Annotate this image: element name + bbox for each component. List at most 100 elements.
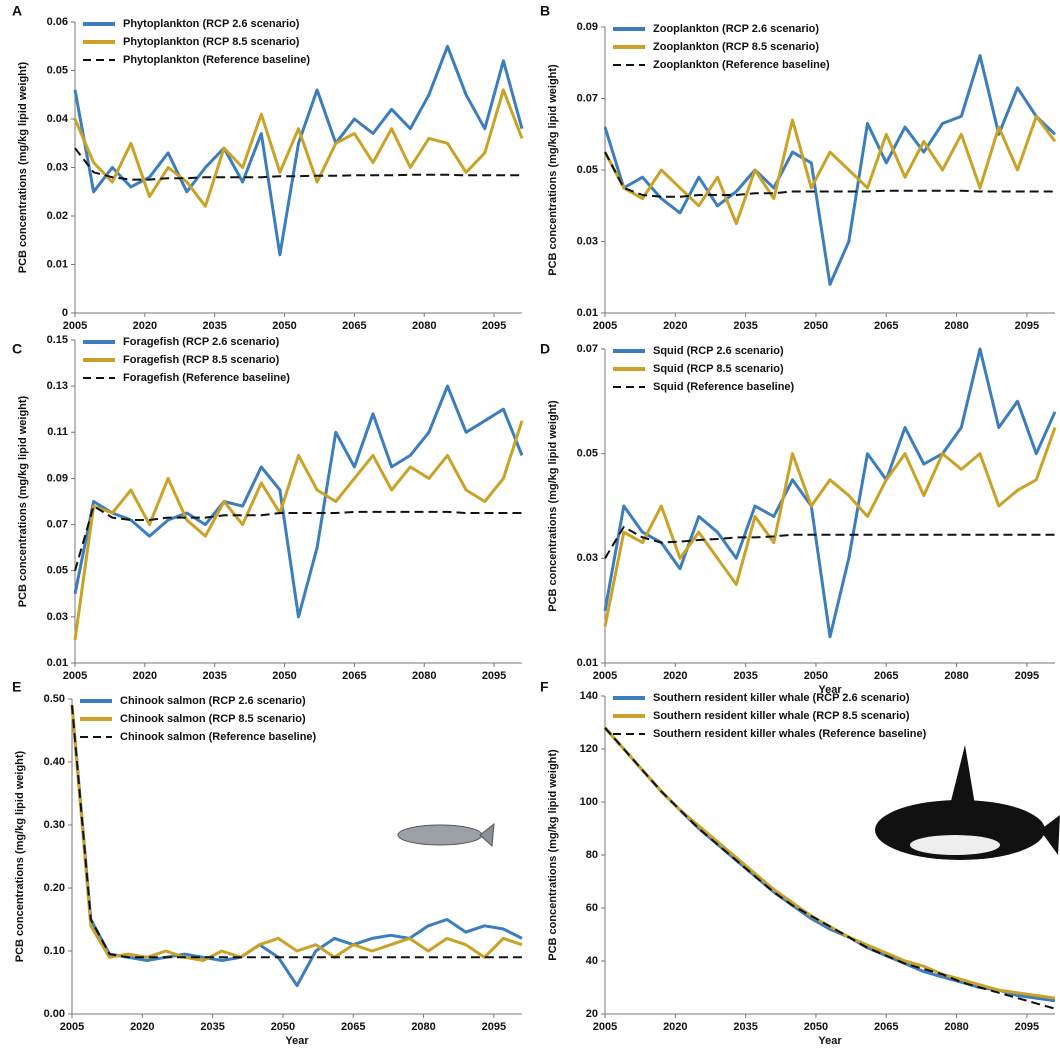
legend-label: Phytoplankton (RCP 8.5 scenario) — [123, 36, 300, 48]
series-line — [603, 426, 1057, 627]
orca-belly — [910, 835, 1000, 855]
legend-label: Squid (RCP 8.5 scenario) — [653, 363, 784, 375]
y-tick-label: 0.09 — [577, 21, 598, 33]
y-tick-label: 0.00 — [44, 1008, 65, 1020]
x-tick-label: 2080 — [412, 320, 436, 332]
x-tick-label: 2095 — [482, 1021, 506, 1033]
x-tick-label: 2050 — [271, 1021, 295, 1033]
y-tick-label: 100 — [580, 796, 598, 808]
salmon-tail — [479, 822, 495, 848]
y-axis-label: PCB concentrations (mg/kg lipid weight) — [14, 750, 26, 962]
x-tick-label: 2020 — [663, 320, 687, 332]
x-tick-label: 2080 — [944, 1021, 968, 1033]
panel-label: C — [12, 341, 22, 357]
y-tick-label: 0.15 — [47, 334, 68, 346]
x-tick-label: 2050 — [804, 1021, 828, 1033]
x-tick-label: 2065 — [342, 670, 366, 682]
x-tick-label: 2005 — [63, 670, 87, 682]
x-tick-label: 2035 — [202, 670, 226, 682]
x-tick-label: 2050 — [804, 670, 828, 682]
legend-label: Squid (Reference baseline) — [653, 381, 795, 393]
y-axis-label: PCB concentrations (mg/kg lipid weight) — [547, 400, 559, 612]
x-tick-label: 2080 — [944, 670, 968, 682]
orca-tail — [1040, 815, 1060, 855]
legend-label: Phytoplankton (Reference baseline) — [123, 54, 310, 66]
y-tick-label: 40 — [586, 955, 598, 967]
x-tick-label: 2005 — [593, 1021, 617, 1033]
y-axis-label: PCB concentrations (mg/kg lipid weight) — [547, 749, 559, 961]
legend-label: Southern resident killer whales (Referen… — [653, 728, 927, 740]
x-tick-label: 2050 — [272, 670, 296, 682]
series-line — [603, 726, 1056, 1000]
legend-label: Zooplankton (RCP 2.6 scenario) — [653, 23, 819, 35]
legend-label: Zooplankton (RCP 8.5 scenario) — [653, 41, 819, 53]
y-tick-label: 0 — [62, 307, 68, 319]
y-tick-label: 0.03 — [47, 161, 68, 173]
x-axis-label: Year — [285, 1035, 309, 1047]
y-tick-label: 0.30 — [44, 819, 65, 831]
x-tick-label: 2035 — [202, 320, 226, 332]
series-line — [70, 705, 523, 988]
x-tick-label: 2005 — [593, 670, 617, 682]
series-line — [604, 151, 1055, 198]
series-line — [74, 147, 522, 181]
y-tick-label: 0.05 — [577, 164, 598, 176]
x-tick-label: 2050 — [272, 320, 296, 332]
y-tick-label: 0.13 — [47, 380, 68, 392]
y-axis-label: PCB concentrations (mg/kg lipid weight) — [17, 61, 29, 273]
y-tick-label: 140 — [580, 690, 598, 702]
y-tick-label: 0.05 — [47, 64, 68, 76]
legend-label: Foragefish (Reference baseline) — [123, 372, 290, 384]
legend-label: Chinook salmon (RCP 8.5 scenario) — [120, 713, 306, 725]
x-tick-label: 2095 — [482, 320, 506, 332]
orca-illustration — [875, 745, 1060, 860]
y-axis-label: PCB concentrations (mg/kg lipid weight) — [547, 64, 559, 276]
y-tick-label: 0.20 — [44, 882, 65, 894]
x-tick-label: 2065 — [874, 320, 898, 332]
x-tick-label: 2020 — [663, 1021, 687, 1033]
orca-fin — [950, 745, 975, 805]
legend-label: Zooplankton (Reference baseline) — [653, 59, 830, 71]
y-tick-label: 0.11 — [47, 426, 68, 438]
y-tick-label: 0.09 — [47, 472, 68, 484]
x-tick-label: 2035 — [200, 1021, 224, 1033]
y-tick-label: 0.40 — [44, 756, 65, 768]
panel-label: A — [12, 3, 22, 19]
series-line — [603, 347, 1057, 639]
x-tick-label: 2050 — [804, 320, 828, 332]
salmon-illustration — [397, 822, 495, 848]
y-tick-label: 0.03 — [577, 235, 598, 247]
y-tick-label: 0.07 — [577, 343, 598, 355]
series-line — [73, 88, 524, 208]
x-axis-label: Year — [818, 684, 842, 696]
x-tick-label: 2065 — [341, 1021, 365, 1033]
x-axis-label: Year — [818, 1035, 842, 1047]
panel-label: E — [12, 679, 21, 695]
legend-label: Chinook salmon (Reference baseline) — [120, 731, 317, 743]
y-tick-label: 0.01 — [577, 307, 598, 319]
y-tick-label: 0.07 — [577, 92, 598, 104]
x-tick-label: 2005 — [593, 320, 617, 332]
y-tick-label: 0.01 — [47, 657, 68, 669]
y-tick-label: 0.06 — [47, 16, 68, 28]
series-line — [73, 420, 524, 641]
x-tick-label: 2020 — [130, 1021, 154, 1033]
series-line — [70, 705, 523, 962]
legend-label: Chinook salmon (RCP 2.6 scenario) — [120, 695, 306, 707]
series-line — [603, 114, 1057, 226]
legend-label: Southern resident killer whale (RCP 2.6 … — [653, 692, 910, 704]
y-tick-label: 0.01 — [47, 258, 68, 270]
legend-label: Squid (RCP 2.6 scenario) — [653, 345, 784, 357]
series-line — [73, 44, 524, 257]
panel-label: D — [540, 341, 550, 357]
series-line — [71, 705, 522, 959]
series-line — [603, 54, 1057, 286]
x-tick-label: 2005 — [63, 320, 87, 332]
series-line — [603, 726, 1056, 1003]
y-tick-label: 0.50 — [44, 693, 65, 705]
x-tick-label: 2095 — [1015, 670, 1039, 682]
x-tick-label: 2080 — [412, 670, 436, 682]
x-tick-label: 2020 — [663, 670, 687, 682]
x-tick-label: 2065 — [874, 1021, 898, 1033]
